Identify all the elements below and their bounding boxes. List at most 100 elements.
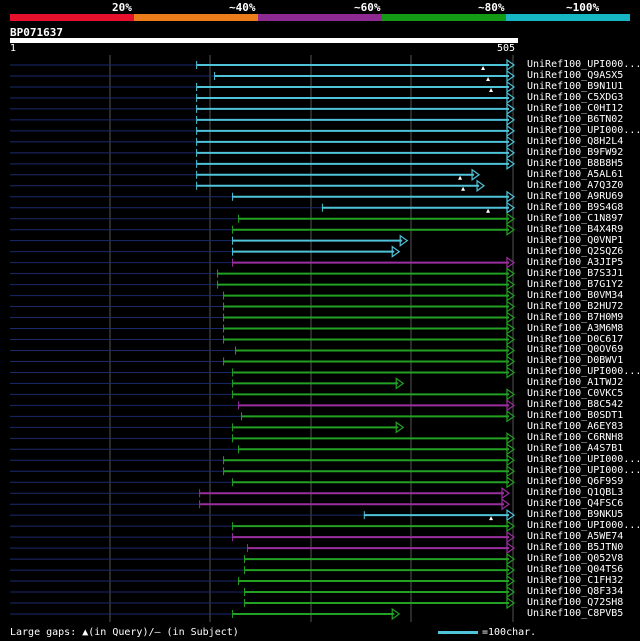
hit-arrowhead bbox=[506, 509, 516, 522]
hit-label[interactable]: UniRef100_A5AL61 bbox=[527, 168, 624, 180]
hit-arrowhead bbox=[506, 541, 516, 555]
query-gap-marker bbox=[486, 76, 491, 81]
hit-label[interactable]: UniRef100_B7G1Y2 bbox=[527, 278, 624, 290]
hit-label[interactable]: UniRef100_UPI000... bbox=[527, 59, 640, 70]
hit-label[interactable]: UniRef100_C1N897 bbox=[527, 212, 624, 224]
hit-arrowhead bbox=[506, 80, 516, 94]
hit-label[interactable]: UniRef100_B2HU72 bbox=[527, 300, 624, 312]
hit-arrowhead bbox=[506, 102, 516, 116]
hit-label[interactable]: UniRef100_B7S3J1 bbox=[527, 267, 624, 279]
hit-arrowhead bbox=[391, 607, 401, 621]
hit-arrowhead bbox=[506, 157, 516, 170]
legend-segment bbox=[10, 14, 134, 21]
hit-label[interactable]: UniRef100_B5JTN0 bbox=[527, 542, 624, 554]
hit-label[interactable]: UniRef100_Q4FSC6 bbox=[527, 498, 624, 510]
hit-arrowhead bbox=[506, 124, 516, 138]
hit-label[interactable]: UniRef100_Q052V8 bbox=[527, 553, 624, 565]
hit-label[interactable]: UniRef100_A4S7B1 bbox=[527, 443, 624, 455]
hit-label[interactable]: UniRef100_A1TWJ2 bbox=[527, 377, 624, 389]
hit-arrowhead bbox=[501, 498, 511, 511]
hit-arrowhead bbox=[506, 256, 516, 269]
query-bar bbox=[10, 38, 518, 43]
hit-label[interactable]: UniRef100_B8B8H5 bbox=[527, 157, 624, 169]
legend-segment bbox=[134, 14, 258, 21]
hit-arrowhead bbox=[506, 399, 516, 412]
hit-label[interactable]: UniRef100_Q0VNP1 bbox=[527, 234, 624, 246]
hit-arrowhead bbox=[506, 596, 516, 610]
hit-arrowhead bbox=[506, 519, 516, 533]
scale-bar bbox=[438, 631, 478, 634]
hit-label[interactable]: UniRef100_Q2SQZ6 bbox=[527, 245, 624, 257]
hit-arrowhead bbox=[506, 58, 516, 72]
hit-label[interactable]: UniRef100_A7Q3Z0 bbox=[527, 179, 624, 191]
hit-arrowhead bbox=[506, 190, 516, 203]
hit-arrowhead bbox=[506, 530, 516, 544]
hit-label[interactable]: UniRef100_A5WE74 bbox=[527, 531, 624, 543]
query-gap-marker bbox=[486, 208, 491, 213]
hit-arrowhead bbox=[391, 245, 401, 258]
hit-label[interactable]: UniRef100_Q0OV69 bbox=[527, 344, 624, 356]
hit-label[interactable]: UniRef100_B9S4G8 bbox=[527, 201, 624, 213]
hit-label[interactable]: UniRef100_A3JIP5 bbox=[527, 256, 624, 268]
hit-label[interactable]: UniRef100_D0C617 bbox=[527, 333, 624, 345]
hit-arrowhead bbox=[506, 135, 516, 149]
query-gap-marker bbox=[458, 175, 463, 180]
hit-label[interactable]: UniRef100_A6EY83 bbox=[527, 421, 624, 433]
hit-arrowhead bbox=[506, 454, 516, 467]
query-gap-marker bbox=[461, 186, 466, 191]
hit-label[interactable]: UniRef100_Q04TS6 bbox=[527, 564, 624, 576]
hit-arrowhead bbox=[506, 585, 516, 599]
hit-label[interactable]: UniRef100_B9N1U1 bbox=[527, 80, 624, 92]
hit-arrowhead bbox=[506, 410, 516, 423]
hit-arrowhead bbox=[506, 388, 516, 401]
hit-arrowhead bbox=[471, 168, 481, 181]
legend-segment bbox=[506, 14, 630, 21]
legend-label: ~60% bbox=[354, 1, 381, 14]
hit-arrowhead bbox=[506, 311, 516, 324]
hit-label[interactable]: UniRef100_Q72SH8 bbox=[527, 597, 624, 609]
legend-label: 20% bbox=[112, 1, 132, 14]
hit-label[interactable]: UniRef100_Q1QBL3 bbox=[527, 487, 624, 499]
hit-label[interactable]: UniRef100_B4X4R9 bbox=[527, 223, 624, 235]
hit-label[interactable]: UniRef100_C5XDG3 bbox=[527, 91, 624, 103]
hit-arrowhead bbox=[506, 465, 516, 478]
hit-label[interactable]: UniRef100_C1FH32 bbox=[527, 575, 624, 587]
hit-label[interactable]: UniRef100_B0VM34 bbox=[527, 289, 624, 301]
hit-label[interactable]: UniRef100_C8PVB5 bbox=[527, 608, 624, 619]
hit-label[interactable]: UniRef100_UPI000... bbox=[527, 124, 640, 136]
hit-label[interactable]: UniRef100_C0VKC5 bbox=[527, 388, 624, 400]
hit-arrowhead bbox=[506, 300, 516, 313]
hit-label[interactable]: UniRef100_C6RNH8 bbox=[527, 432, 624, 444]
hit-label[interactable]: UniRef100_A9RU69 bbox=[527, 190, 624, 202]
ruler-start: 1 bbox=[10, 43, 17, 54]
hit-label[interactable]: UniRef100_B7H0M9 bbox=[527, 311, 624, 323]
hit-label[interactable]: UniRef100_B9NKU5 bbox=[527, 509, 624, 521]
hit-label[interactable]: UniRef100_UPI000... bbox=[527, 454, 640, 466]
hit-label[interactable]: UniRef100_B0SDT1 bbox=[527, 410, 624, 422]
hit-label[interactable]: UniRef100_Q9ASX5 bbox=[527, 69, 624, 81]
gaps-legend: Large gaps: ▲(in Query)/– (in Subject) bbox=[10, 627, 239, 638]
hit-label[interactable]: UniRef100_Q6F9S9 bbox=[527, 476, 624, 488]
hit-label[interactable]: UniRef100_B9FW92 bbox=[527, 146, 624, 158]
hit-arrowhead bbox=[395, 377, 405, 390]
hit-label[interactable]: UniRef100_Q8F334 bbox=[527, 586, 624, 598]
hit-label[interactable]: UniRef100_D0BWV1 bbox=[527, 355, 624, 367]
hit-label[interactable]: UniRef100_UPI000... bbox=[527, 465, 640, 477]
query-gap-marker bbox=[481, 66, 486, 70]
hit-label[interactable]: UniRef100_UPI000... bbox=[527, 366, 640, 378]
hit-label[interactable]: UniRef100_A3M6M8 bbox=[527, 322, 624, 334]
hit-label[interactable]: UniRef100_Q8H2L4 bbox=[527, 135, 624, 147]
hit-arrowhead bbox=[399, 234, 409, 247]
hit-arrowhead bbox=[506, 267, 516, 280]
hit-label[interactable]: UniRef100_UPI000... bbox=[527, 520, 640, 532]
hit-label[interactable]: UniRef100_C0HI12 bbox=[527, 102, 624, 114]
hit-label[interactable]: UniRef100_B6TN02 bbox=[527, 113, 624, 125]
hit-arrowhead bbox=[506, 366, 516, 379]
hit-label[interactable]: UniRef100_B8C542 bbox=[527, 399, 624, 411]
hit-arrowhead bbox=[506, 223, 516, 236]
hit-arrowhead bbox=[506, 113, 516, 127]
hit-arrowhead bbox=[506, 322, 516, 335]
hit-arrowhead bbox=[506, 355, 516, 368]
hit-arrowhead bbox=[506, 69, 516, 83]
